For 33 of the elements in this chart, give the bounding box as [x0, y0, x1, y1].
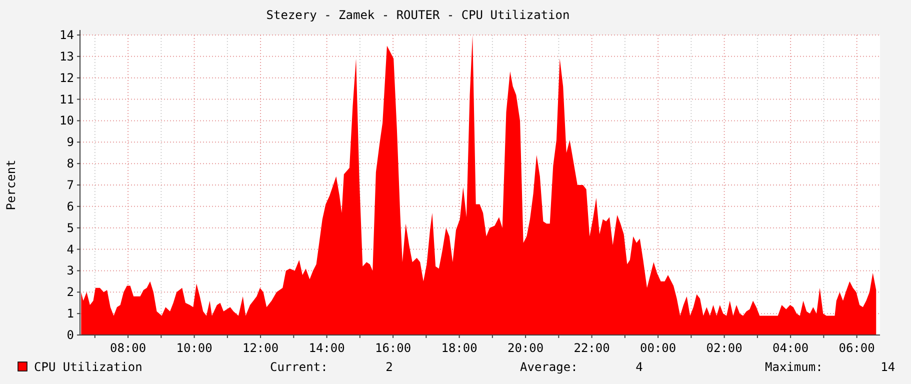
chart-title: Stezery - Zamek - ROUTER - CPU Utilization [266, 8, 570, 22]
text: Average: 4 [520, 360, 643, 374]
y-tick-label: 11 [60, 92, 74, 106]
text: Maximum: 14 [765, 360, 896, 374]
y-tick-label: 1 [66, 306, 74, 321]
x-tick-label: 18:00 [441, 341, 478, 355]
x-tick-label: 04:00 [772, 341, 809, 355]
y-tick-label: 14 [60, 28, 74, 42]
y-tick-label: 5 [66, 220, 74, 235]
y-tick-label: 8 [66, 156, 74, 171]
x-tick-label: 00:00 [640, 341, 676, 355]
x-tick-label: 12:00 [242, 341, 279, 355]
y-axis-title: Percent [4, 160, 18, 210]
y-tick-label: 6 [66, 199, 74, 214]
y-tick-label: 10 [60, 114, 74, 128]
x-tick-label: 10:00 [176, 341, 212, 355]
text: Current: 2 [270, 360, 393, 374]
y-tick-label: 9 [66, 135, 74, 150]
y-tick-label: 2 [66, 285, 74, 300]
x-tick-label: 16:00 [374, 341, 412, 355]
x-tick-label: 22:00 [574, 341, 610, 355]
x-tick-label: 02:00 [706, 341, 742, 355]
y-tick-label: 7 [66, 178, 74, 192]
y-tick-label: 4 [66, 242, 74, 256]
x-tick-label: 20:00 [507, 341, 544, 355]
y-tick-label: 12 [60, 70, 74, 85]
y-tick-label: 13 [60, 49, 74, 64]
x-tick-label: 06:00 [838, 341, 875, 355]
y-tick-label: 0 [66, 328, 74, 342]
y-tick-label: 3 [66, 264, 74, 278]
legend-label: CPU Utilization [34, 360, 142, 374]
x-tick-label: 14:00 [308, 341, 345, 355]
x-tick-label: 08:00 [110, 341, 146, 355]
